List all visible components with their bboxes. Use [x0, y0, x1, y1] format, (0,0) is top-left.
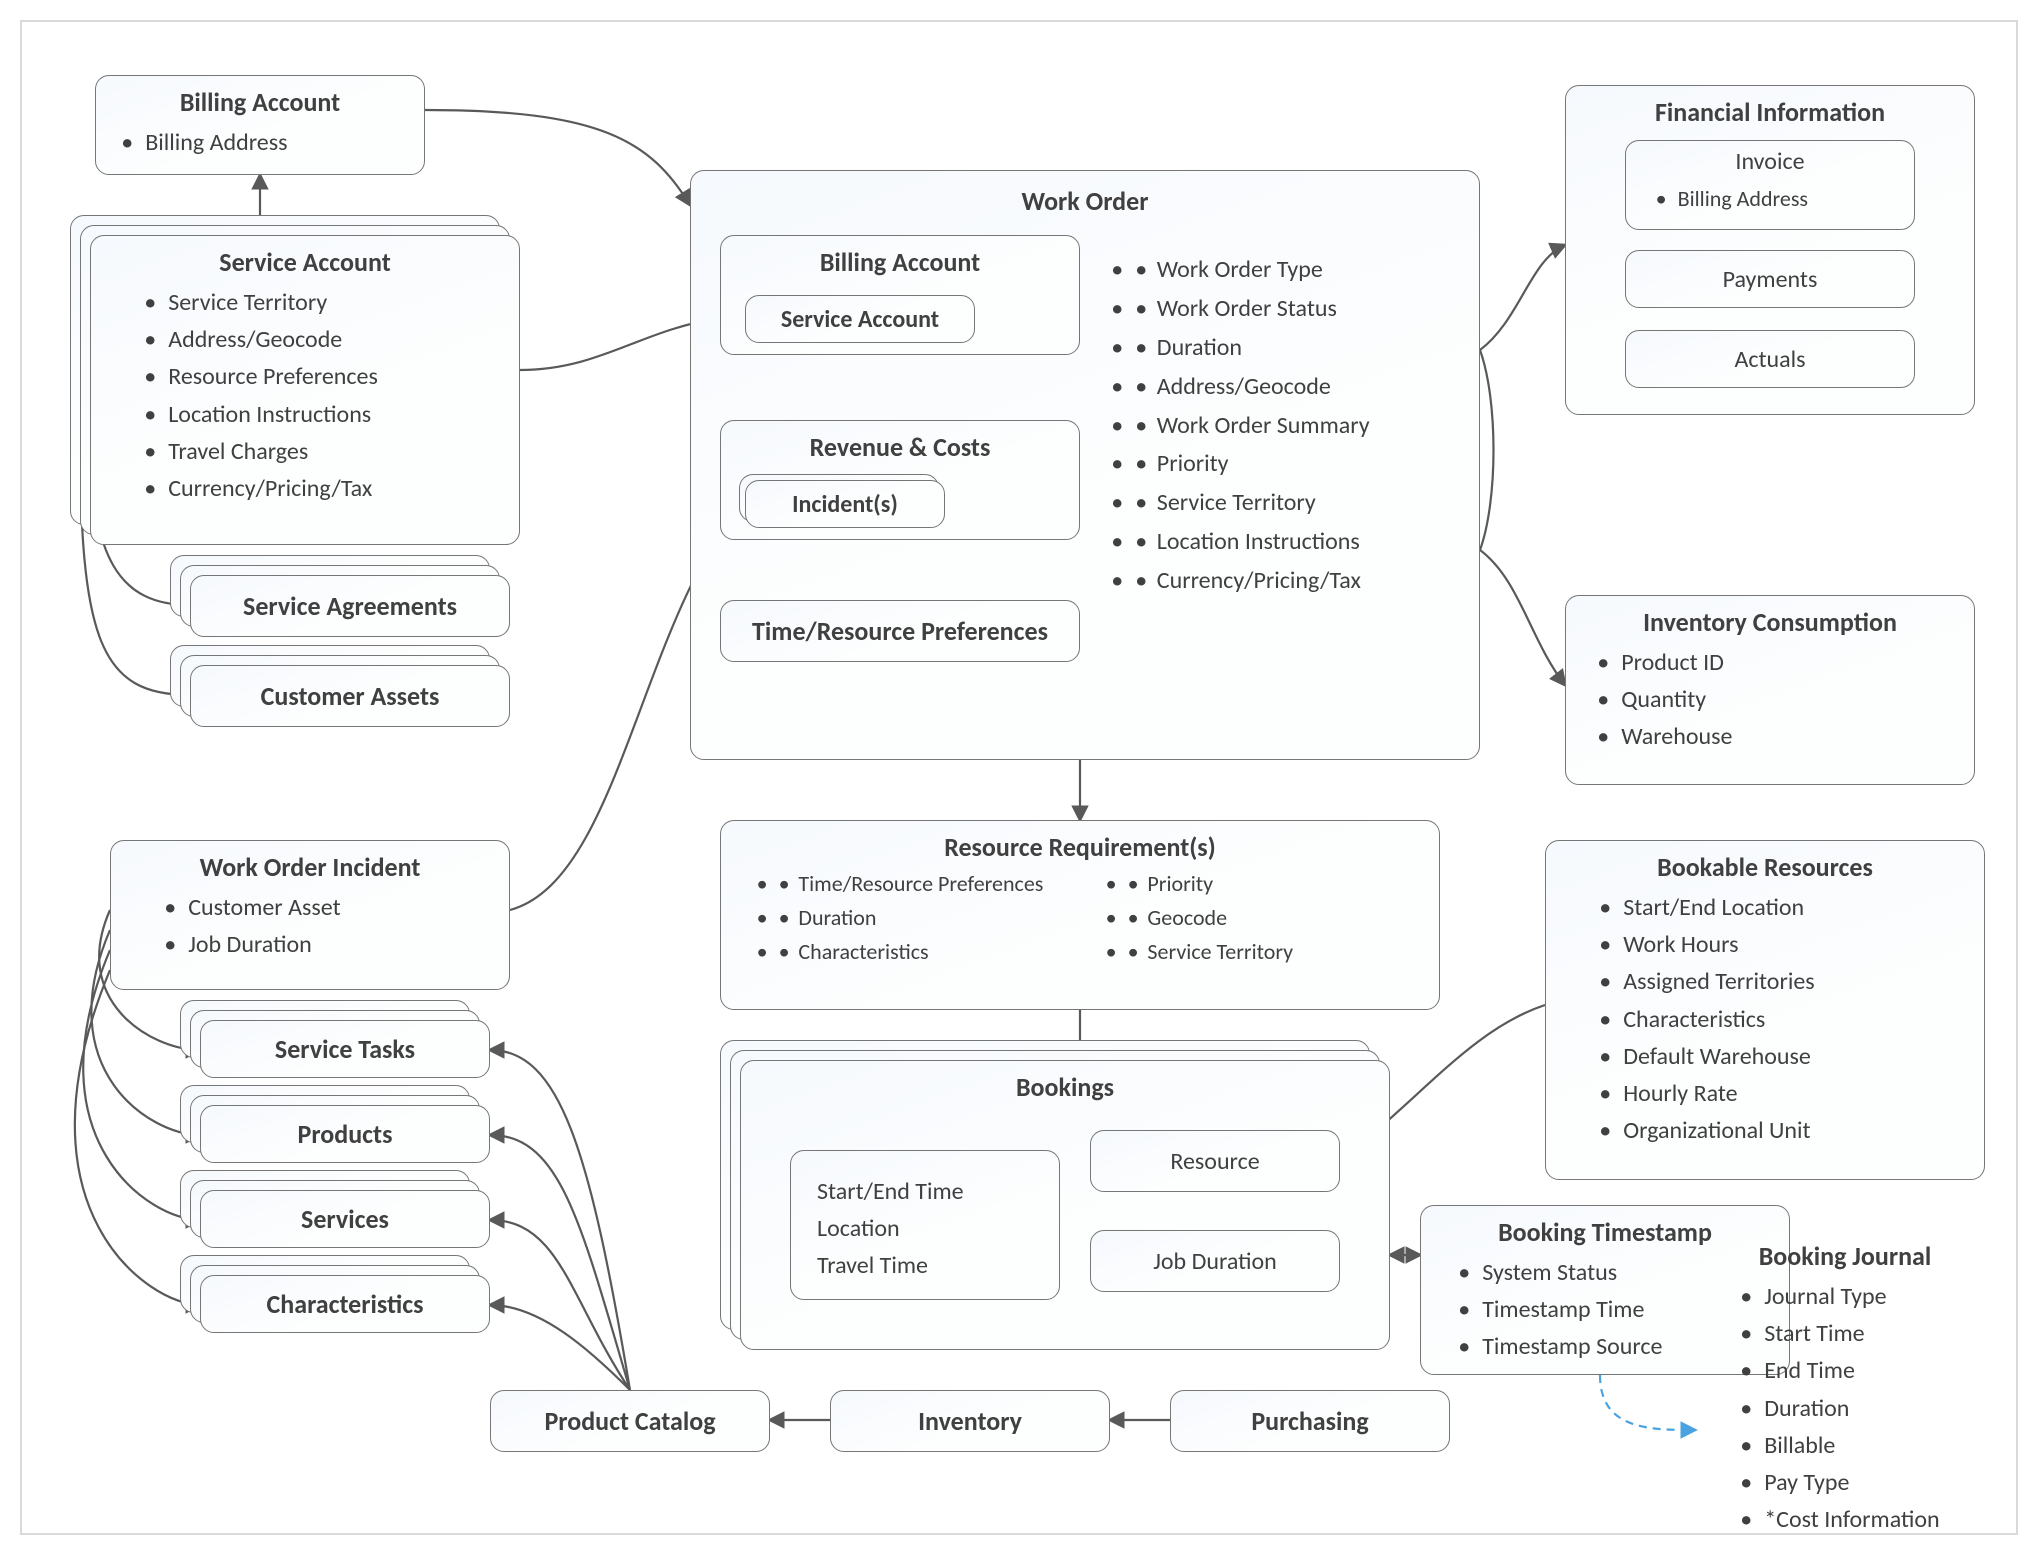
node-service_agreements: Service Agreements: [190, 575, 510, 637]
node-title: Time/Resource Preferences: [752, 615, 1048, 647]
node-customer_assets: Customer Assets: [190, 665, 510, 727]
list-item: Duration: [1745, 1390, 1995, 1427]
list-item: Journal Type: [1745, 1278, 1995, 1315]
list-item: Address/Geocode: [149, 321, 519, 358]
node-bookable_resources: Bookable Resources Start/End LocationWork…: [1545, 840, 1985, 1180]
list-item: *Cost Information: [1745, 1501, 1995, 1538]
node-title: Booking Journal: [1695, 1230, 1995, 1272]
list-item: •Currency/Pricing/Tax: [1116, 562, 1370, 601]
plain-line: Location: [817, 1210, 1059, 1247]
node-title: Services: [301, 1203, 389, 1235]
list-item: Organizational Unit: [1604, 1112, 1984, 1149]
node-title: Service Agreements: [243, 590, 457, 622]
child-node: Start/End TimeLocationTravel Time: [790, 1150, 1060, 1300]
list-item: •Duration: [761, 901, 1090, 935]
node-title: Work Order Incident: [111, 841, 509, 883]
node-title: Purchasing: [1251, 1405, 1368, 1437]
node-billing_account_top: Billing Account Billing Address: [95, 75, 425, 175]
list-item: Default Warehouse: [1604, 1038, 1984, 1075]
list-item: Warehouse: [1602, 718, 1974, 755]
child-node: Resource: [1090, 1130, 1340, 1192]
list-item: End Time: [1745, 1352, 1995, 1389]
node-resource_req: Resource Requirement(s) •Time/Resource Pr…: [720, 820, 1440, 1010]
list-item: •Priority: [1116, 445, 1370, 484]
list-item: •Work Order Status: [1116, 290, 1370, 329]
node-products: Products: [200, 1105, 490, 1163]
child-node: Actuals: [1625, 330, 1915, 388]
list-item: •Characteristics: [761, 935, 1090, 969]
child-node: Job Duration: [1090, 1230, 1340, 1292]
node-services: Services: [200, 1190, 490, 1248]
list-item: Characteristics: [1604, 1001, 1984, 1038]
list-item: Start/End Location: [1604, 889, 1984, 926]
node-title: Financial Information: [1566, 86, 1974, 128]
list-item: Billing Address: [126, 124, 424, 161]
node-title: Resource Requirement(s): [721, 821, 1439, 863]
list-item: Start Time: [1745, 1315, 1995, 1352]
list-item: Assigned Territories: [1604, 963, 1984, 1000]
list-item: Quantity: [1602, 681, 1974, 718]
list-item: •Address/Geocode: [1116, 368, 1370, 407]
list-item: •Work Order Type: [1116, 251, 1370, 290]
node-purchasing: Purchasing: [1170, 1390, 1450, 1452]
node-title: Work Order: [691, 171, 1479, 217]
plain-line: Start/End Time: [817, 1173, 1059, 1210]
list-item: Location Instructions: [149, 396, 519, 433]
list-item: •Duration: [1116, 329, 1370, 368]
node-title: Bookable Resources: [1546, 841, 1984, 883]
list-item: •Service Territory: [1110, 935, 1439, 969]
list-item: Currency/Pricing/Tax: [149, 470, 519, 507]
list-item: Customer Asset: [169, 889, 509, 926]
list-item: Product ID: [1602, 644, 1974, 681]
node-inventory_consumption: Inventory Consumption Product IDQuantityW…: [1565, 595, 1975, 785]
list-item: •Work Order Summary: [1116, 407, 1370, 446]
node-title: Service Account: [91, 236, 519, 278]
node-booking_journal: Booking Journal Journal TypeStart TimeEnd…: [1695, 1230, 1995, 1530]
list-item: •Service Territory: [1116, 484, 1370, 523]
node-title: Product Catalog: [544, 1405, 715, 1437]
node-work_order_incident: Work Order Incident Customer AssetJob Dur…: [110, 840, 510, 990]
node-service_account: Service Account Service TerritoryAddress/…: [90, 235, 520, 545]
node-title: Inventory: [918, 1405, 1022, 1437]
list-item: Hourly Rate: [1604, 1075, 1984, 1112]
node-title: Service Tasks: [275, 1033, 415, 1065]
list-item: Work Hours: [1604, 926, 1984, 963]
list-item: •Location Instructions: [1116, 523, 1370, 562]
node-inventory_node: Inventory: [830, 1390, 1110, 1452]
node-wo_time_pref: Time/Resource Preferences: [720, 600, 1080, 662]
node-service_tasks: Service Tasks: [200, 1020, 490, 1078]
list-item: Resource Preferences: [149, 358, 519, 395]
list-item: Billing Address: [1660, 182, 1914, 216]
node-title: Revenue & Costs: [721, 421, 1079, 463]
node-title: Characteristics: [267, 1288, 424, 1320]
list-item: Billable: [1745, 1427, 1995, 1464]
list-item: •Geocode: [1110, 901, 1439, 935]
node-title: Products: [298, 1118, 393, 1150]
list-item: Service Territory: [149, 284, 519, 321]
diagram-stage: Billing Account Billing Address Service Ac…: [0, 0, 2034, 1551]
plain-line: Travel Time: [817, 1247, 1059, 1284]
child-node: Payments: [1625, 250, 1915, 308]
node-title: Customer Assets: [261, 680, 440, 712]
list-item: •Priority: [1110, 867, 1439, 901]
node-title: Inventory Consumption: [1566, 596, 1974, 638]
node-product_catalog: Product Catalog: [490, 1390, 770, 1452]
node-title: Bookings: [741, 1061, 1389, 1103]
list-item: Travel Charges: [149, 433, 519, 470]
list-item: •Time/Resource Preferences: [761, 867, 1090, 901]
node-characteristics: Characteristics: [200, 1275, 490, 1333]
child-node: InvoiceBilling Address: [1625, 140, 1915, 230]
list-item: Job Duration: [169, 926, 509, 963]
list-item: Pay Type: [1745, 1464, 1995, 1501]
node-title: Billing Account: [721, 236, 1079, 278]
node-title: Billing Account: [96, 76, 424, 118]
